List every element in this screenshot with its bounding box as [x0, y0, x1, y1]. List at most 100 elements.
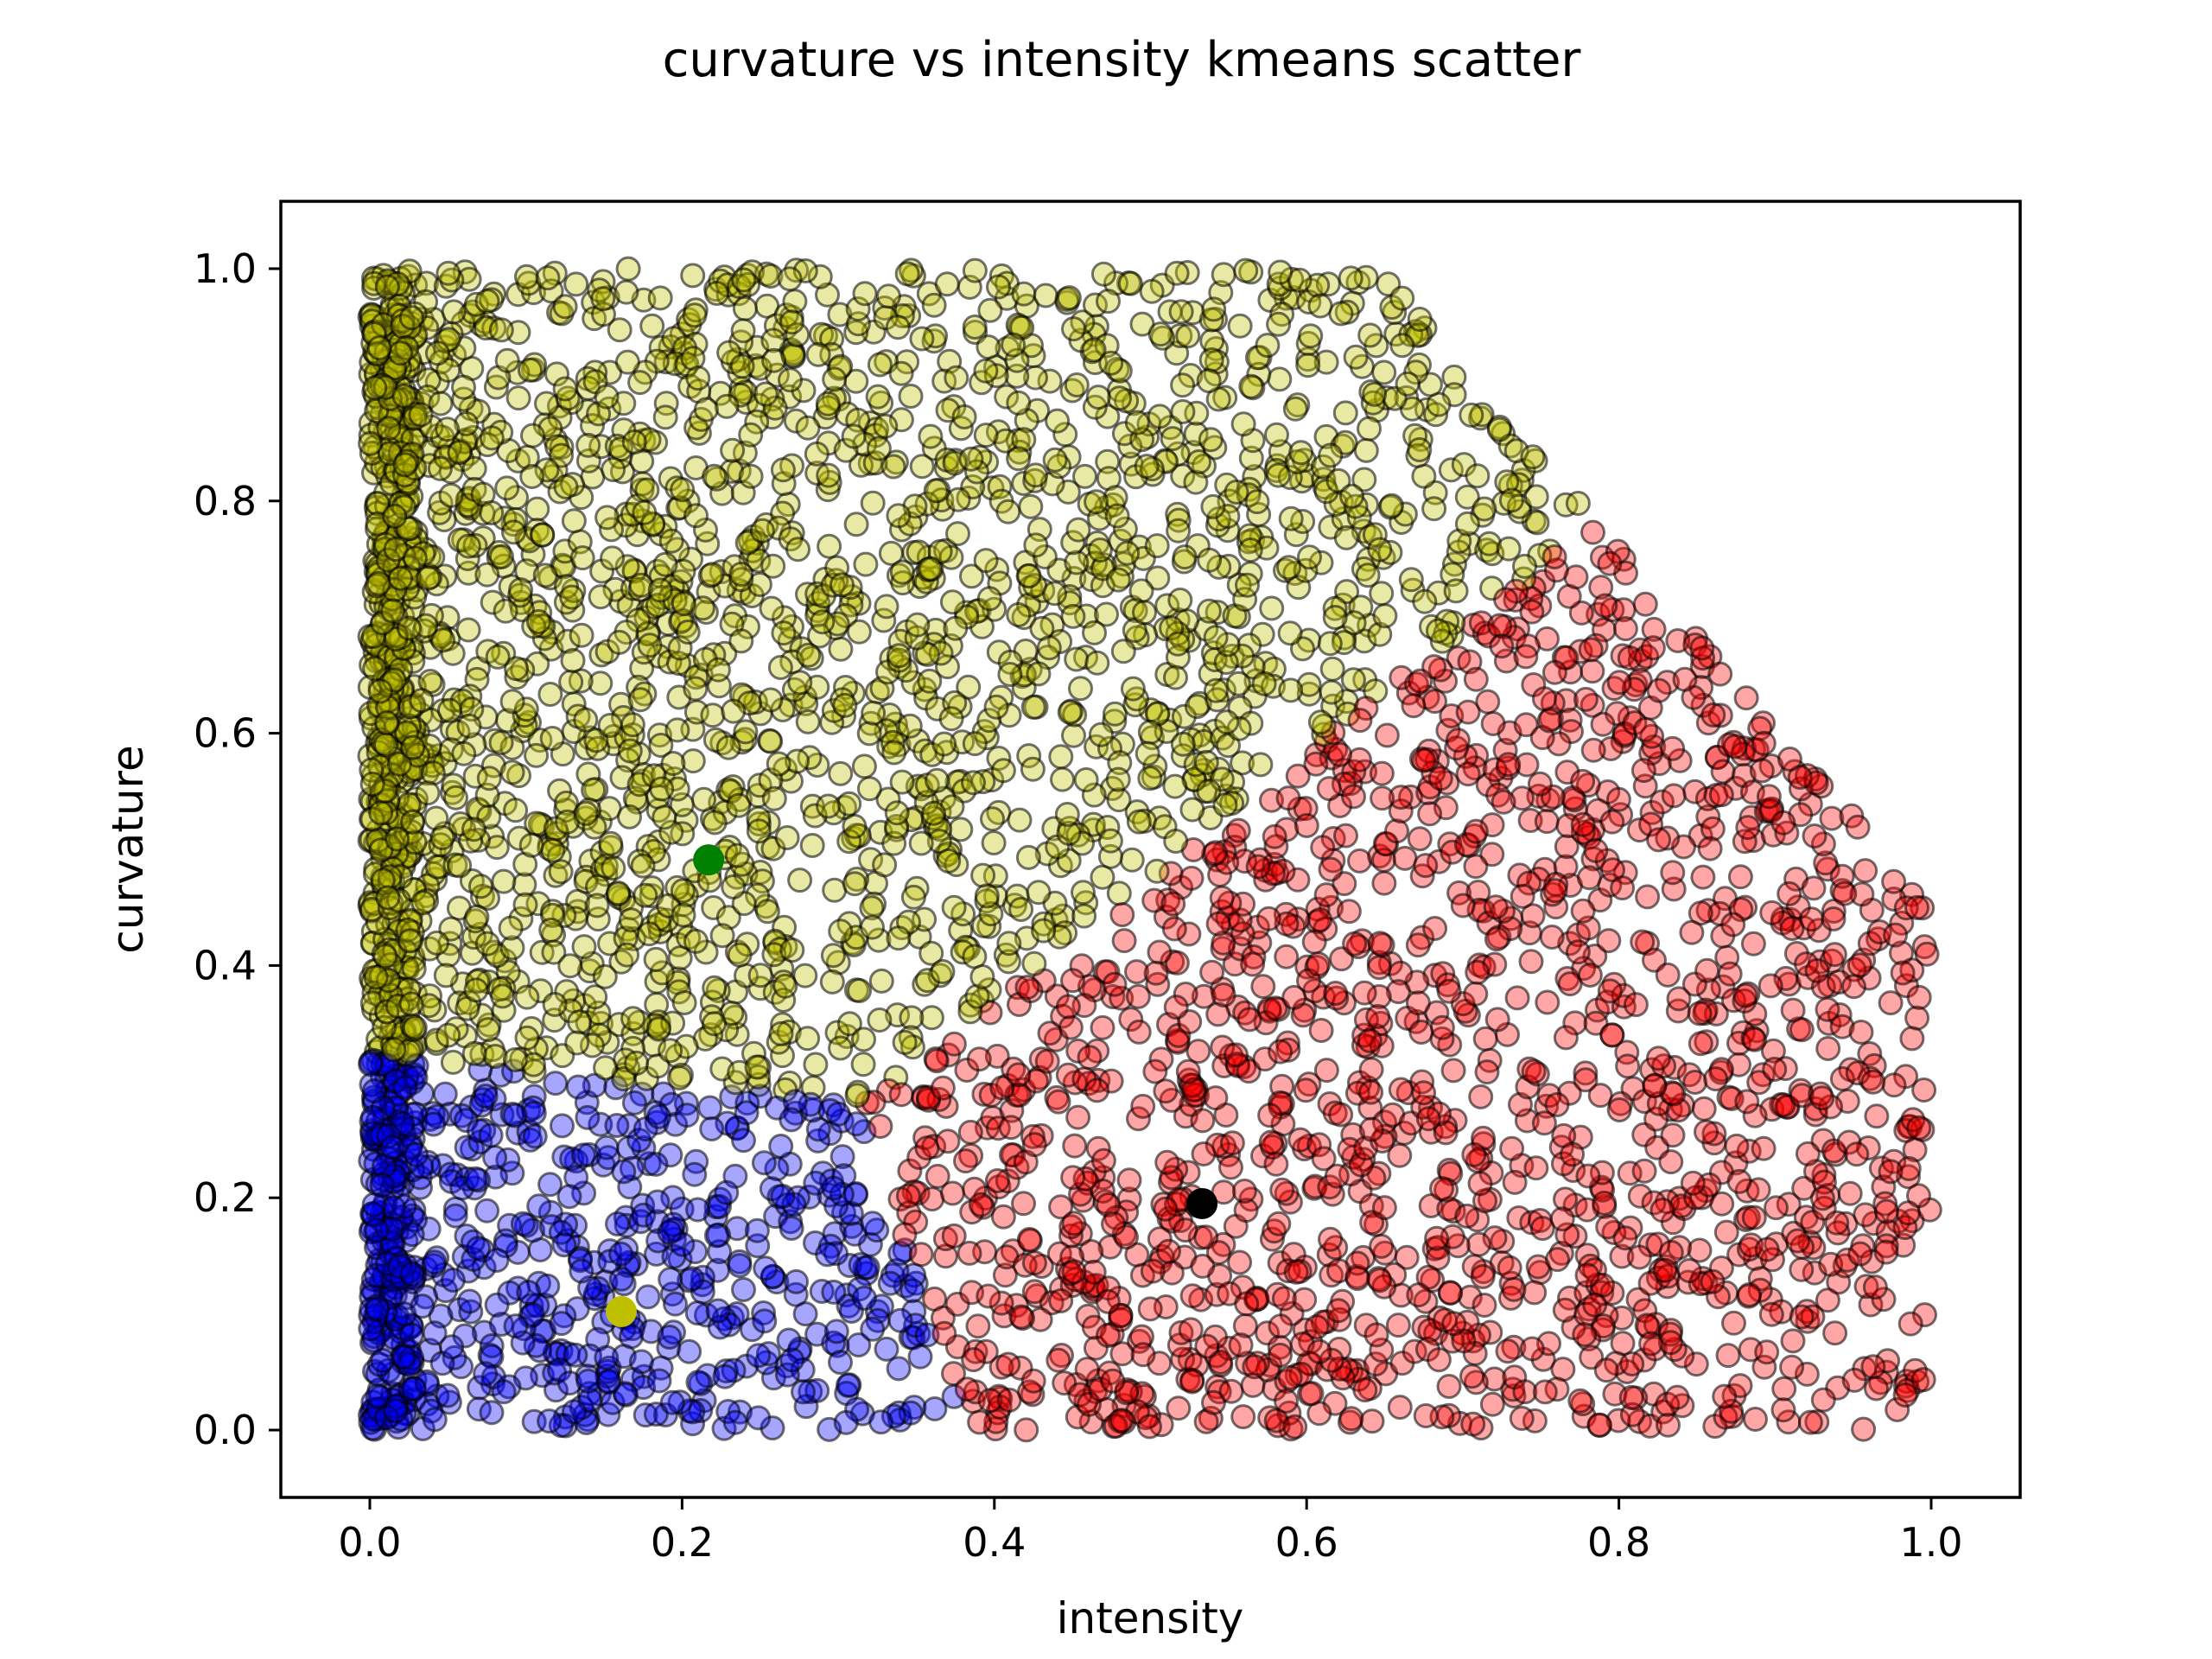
scatter-point — [1708, 782, 1734, 808]
scatter-point — [817, 533, 842, 559]
scatter-point — [1336, 899, 1362, 925]
scatter-point — [593, 1055, 619, 1081]
scatter-point — [1143, 960, 1169, 986]
scatter-point — [643, 1151, 669, 1177]
scatter-point — [867, 1007, 893, 1033]
y-axis-label: curvature — [103, 745, 153, 953]
scatter-point — [1240, 951, 1266, 977]
scatter-point — [860, 490, 886, 516]
scatter-point — [671, 902, 696, 928]
scatter-point — [1688, 1031, 1713, 1057]
scatter-point — [1268, 1039, 1294, 1065]
scatter-point — [479, 1400, 505, 1426]
scatter-point — [1599, 1022, 1625, 1048]
scatter-point — [1529, 1216, 1555, 1242]
scatter-point — [652, 404, 678, 430]
scatter-point — [1754, 1339, 1780, 1365]
scatter-point — [630, 853, 656, 879]
scatter-point — [1770, 810, 1796, 836]
scatter-point — [499, 689, 525, 715]
scatter-point — [399, 1262, 425, 1287]
scatter-point — [1316, 776, 1342, 802]
scatter-point — [1754, 1236, 1780, 1262]
scatter-point — [674, 1103, 700, 1128]
scatter-point — [1532, 1379, 1558, 1405]
scatter-point — [874, 594, 899, 620]
scatter-point — [604, 1113, 630, 1138]
scatter-point — [503, 798, 529, 823]
scatter-point — [1910, 1367, 1936, 1393]
scatter-point — [1789, 1256, 1815, 1282]
scatter-point — [1185, 1039, 1211, 1065]
scatter-point — [1090, 261, 1116, 287]
scatter-point — [1274, 1389, 1299, 1414]
scatter-point — [1680, 1170, 1706, 1196]
scatter-point — [391, 383, 417, 409]
scatter-point — [1369, 1233, 1395, 1259]
x-tick-label: 0.2 — [651, 1519, 714, 1566]
scatter-point — [1370, 785, 1395, 811]
scatter-point — [1325, 1298, 1351, 1324]
scatter-point — [1020, 1368, 1046, 1394]
scatter-point — [1340, 667, 1366, 693]
scatter-point — [1084, 489, 1109, 515]
scatter-point — [1006, 446, 1032, 472]
scatter-point — [1007, 807, 1033, 833]
scatter-point — [1899, 1026, 1925, 1052]
scatter-point — [1463, 818, 1489, 844]
scatter-point — [358, 430, 384, 456]
scatter-point — [1367, 1268, 1393, 1294]
scatter-point — [615, 256, 641, 282]
scatter-point — [607, 317, 632, 343]
scatter-point — [553, 474, 579, 499]
scatter-point — [1327, 741, 1353, 767]
scatter-point — [564, 1030, 590, 1056]
scatter-point — [379, 1135, 405, 1160]
x-tick-label: 0.8 — [1587, 1519, 1650, 1566]
scatter-point — [1199, 959, 1225, 985]
scatter-point — [1237, 537, 1263, 563]
scatter-point — [1050, 766, 1075, 792]
scatter-point — [558, 669, 584, 695]
scatter-point — [923, 478, 949, 504]
scatter-point — [1450, 893, 1476, 918]
scatter-point — [805, 341, 831, 367]
scatter-point — [1906, 1115, 1932, 1141]
scatter-point — [844, 1083, 870, 1109]
scatter-point — [569, 622, 594, 648]
scatter-point — [1398, 567, 1424, 593]
scatter-point — [1021, 1132, 1047, 1158]
scatter-point — [1090, 1147, 1116, 1173]
points-layer — [357, 256, 1942, 1443]
scatter-point — [897, 1158, 923, 1184]
scatter-point — [474, 931, 500, 957]
scatter-point — [1068, 676, 1093, 702]
scatter-point — [1715, 1343, 1741, 1369]
scatter-point — [1862, 1274, 1888, 1300]
scatter-point — [726, 792, 752, 818]
scatter-point — [442, 1203, 468, 1229]
scatter-point — [1593, 1357, 1619, 1383]
scatter-point — [917, 668, 943, 694]
scatter-point — [774, 825, 800, 850]
scatter-point — [1274, 944, 1300, 969]
scatter-point — [823, 1319, 849, 1344]
scatter-point — [614, 349, 640, 375]
scatter-point — [415, 780, 441, 806]
scatter-point — [1014, 975, 1040, 1001]
scatter-point — [966, 1046, 992, 1072]
scatter-point — [953, 1148, 978, 1174]
scatter-point — [404, 1141, 429, 1167]
scatter-point — [1190, 1108, 1216, 1134]
scatter-point — [443, 785, 468, 810]
scatter-point — [1117, 270, 1143, 296]
scatter-point — [1008, 897, 1034, 922]
scatter-point — [722, 1409, 748, 1435]
scatter-point — [873, 413, 899, 439]
scatter-point — [440, 1049, 466, 1075]
scatter-point — [1077, 1045, 1103, 1071]
scatter-point — [620, 1006, 646, 1032]
scatter-point — [1095, 1288, 1121, 1314]
scatter-point — [1096, 289, 1121, 315]
scatter-point — [685, 365, 711, 391]
